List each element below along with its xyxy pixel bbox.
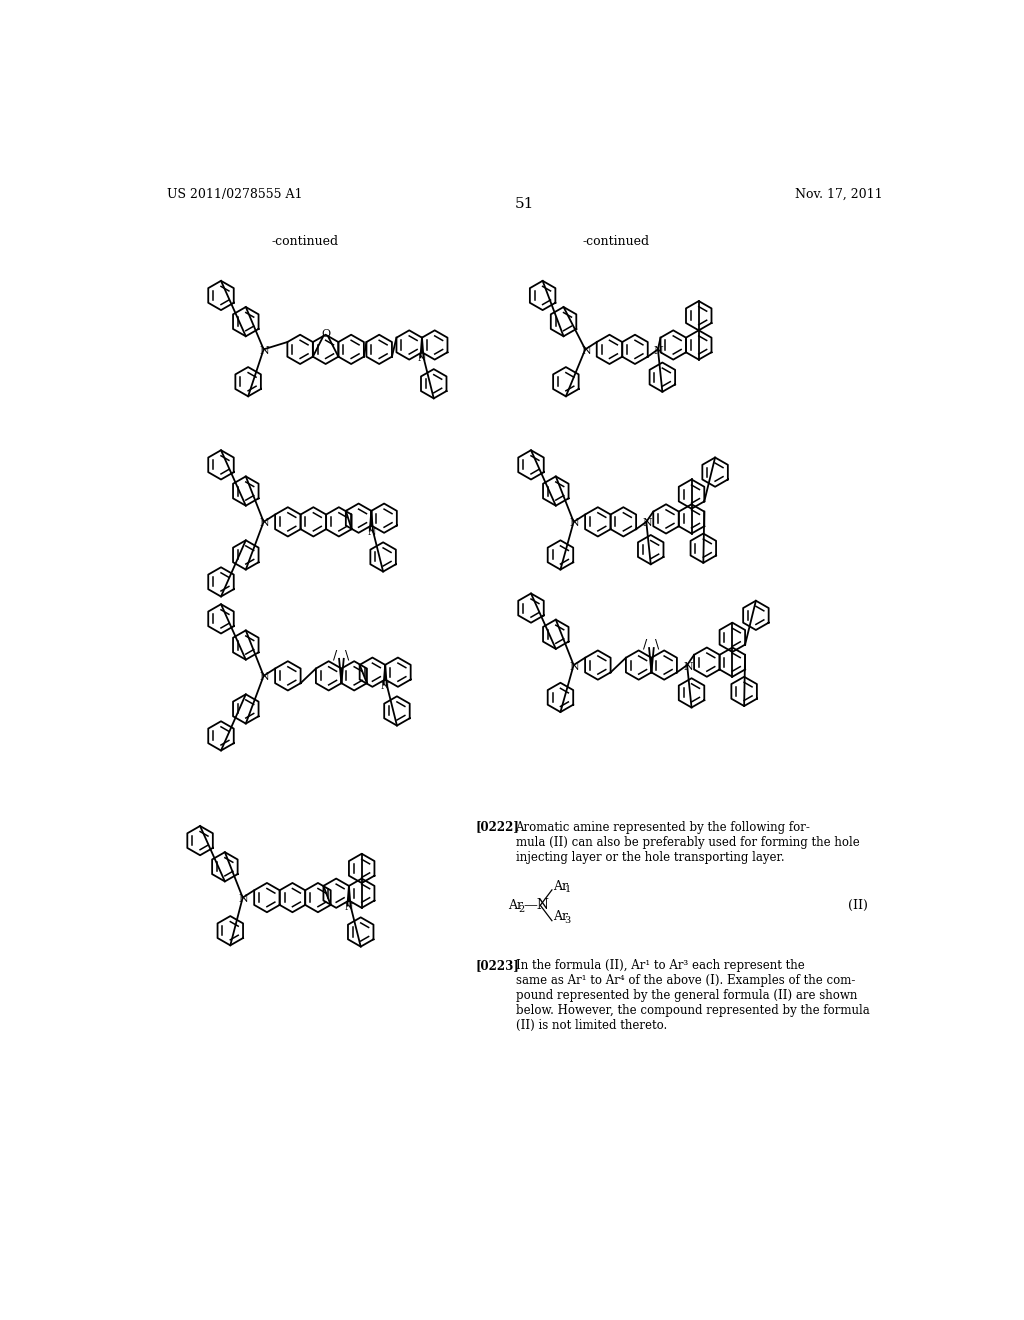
Text: N: N (418, 355, 426, 363)
Text: N: N (569, 661, 580, 672)
Text: /: / (333, 648, 337, 661)
Text: N: N (259, 346, 269, 356)
Text: 2: 2 (518, 904, 525, 913)
Text: In the formula (II), Ar¹ to Ar³ each represent the
same as Ar¹ to Ar⁴ of the abo: In the formula (II), Ar¹ to Ar³ each rep… (515, 960, 869, 1032)
Text: N: N (345, 903, 353, 912)
Text: —N: —N (523, 899, 549, 912)
Text: N: N (367, 528, 376, 537)
Text: Nov. 17, 2011: Nov. 17, 2011 (796, 187, 883, 201)
Text: [0223]: [0223] (475, 960, 519, 973)
Text: N: N (259, 672, 269, 682)
Text: N: N (683, 661, 693, 672)
Text: \: \ (345, 648, 350, 661)
Text: -continued: -continued (271, 235, 338, 248)
Text: N: N (642, 519, 652, 528)
Text: O: O (322, 329, 330, 339)
Text: 3: 3 (564, 916, 570, 925)
Text: [0222]: [0222] (475, 821, 519, 834)
Text: N: N (381, 681, 389, 690)
Text: 51: 51 (515, 197, 535, 211)
Text: (II): (II) (848, 899, 868, 912)
Text: N: N (654, 346, 664, 356)
Text: Ar: Ar (554, 911, 568, 924)
Text: N: N (569, 519, 580, 528)
Text: N: N (239, 894, 249, 904)
Text: \: \ (655, 638, 659, 651)
Text: 1: 1 (564, 884, 570, 894)
Text: N: N (582, 346, 591, 356)
Text: -continued: -continued (583, 235, 650, 248)
Text: /: / (643, 638, 647, 651)
Text: N: N (259, 519, 269, 528)
Text: Ar: Ar (554, 879, 568, 892)
Text: US 2011/0278555 A1: US 2011/0278555 A1 (167, 187, 302, 201)
Text: Aromatic amine represented by the following for-
mula (II) can also be preferabl: Aromatic amine represented by the follow… (515, 821, 859, 863)
Text: Ar: Ar (508, 899, 522, 912)
